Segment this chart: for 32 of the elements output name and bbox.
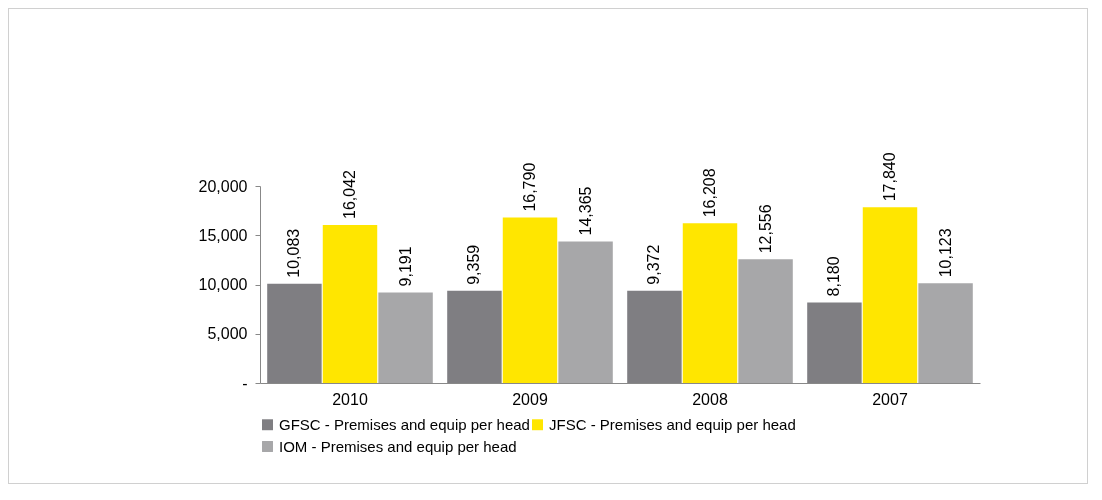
data-label: 9,359 [465,244,483,285]
data-label: 12,556 [756,204,774,254]
y-tick-label: - [242,374,248,392]
bar [558,241,613,383]
data-label: 14,365 [576,186,594,236]
y-tick-label: 5,000 [207,325,248,343]
legend-label: IOM - Premises and equip per head [279,437,517,455]
data-label: 17,840 [881,152,898,202]
legend-label: JFSC - Premises and equip per head [549,415,796,433]
bar [862,207,918,383]
x-tick-label: 2009 [512,390,548,408]
y-tick-label: 10,000 [198,276,248,293]
data-label: 16,790 [521,162,538,212]
y-tick-label: 20,000 [198,177,248,195]
data-label: 9,372 [645,244,663,285]
bar [738,259,793,383]
data-label: 9,191 [396,246,414,287]
data-label: 10,083 [285,228,303,278]
data-label: 16,042 [341,169,358,219]
x-tick-label: 2007 [872,390,908,408]
data-label: 8,180 [825,256,843,297]
data-label: 10,123 [936,228,954,278]
bar [378,292,433,383]
y-tick-label: 15,000 [198,226,248,244]
x-tick-label: 2010 [332,390,368,408]
bar [682,223,738,383]
bar [322,224,378,383]
x-tick-label: 2008 [692,390,728,408]
legend-label: GFSC - Premises and equip per head [279,415,530,433]
bar [918,283,973,383]
bar [502,217,558,383]
data-label: 16,208 [701,168,718,218]
